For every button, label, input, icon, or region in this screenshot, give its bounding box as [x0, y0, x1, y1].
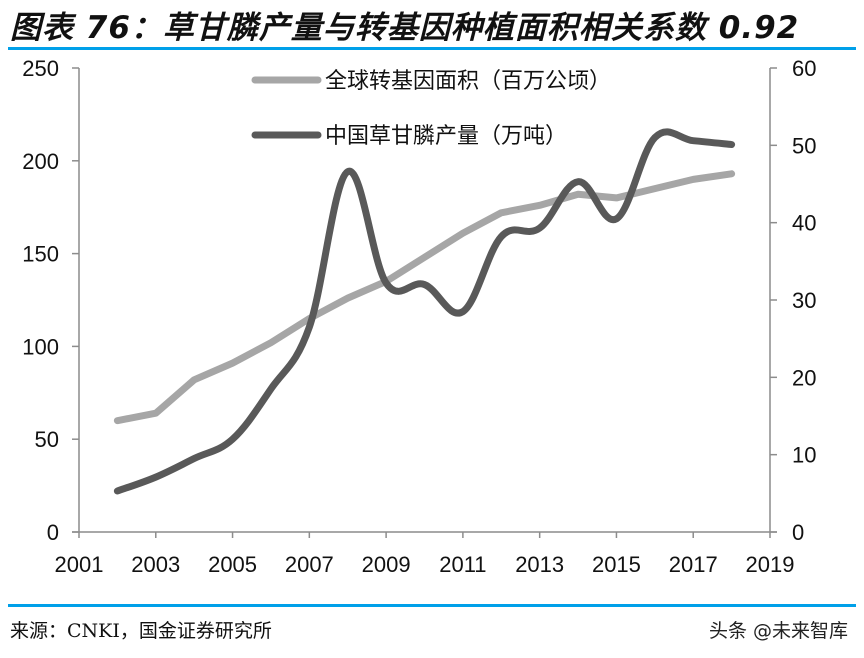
- right-tick-label: 50: [792, 133, 816, 158]
- series-lines: [113, 128, 736, 495]
- legend-label: 中国草甘膦产量（万吨）: [325, 124, 567, 149]
- right-tick-label: 40: [792, 211, 816, 236]
- left-tick-label: 200: [22, 149, 59, 174]
- right-tick-label: 30: [792, 288, 816, 313]
- x-tick-label: 2001: [55, 552, 104, 577]
- x-tick-label: 2011: [439, 552, 486, 577]
- x-tick-label: 2009: [362, 552, 411, 577]
- left-tick-label: 0: [47, 520, 59, 545]
- right-tick-label: 20: [792, 365, 816, 390]
- bottom-divider: [8, 604, 856, 607]
- x-tick-label: 2003: [131, 552, 180, 577]
- left-tick-label: 150: [22, 242, 59, 267]
- legend-label: 全球转基因面积（百万公顷）: [325, 69, 611, 94]
- x-tick-label: 2017: [669, 552, 718, 577]
- left-tick-label: 50: [35, 427, 59, 452]
- source-note: 来源：CNKI，国金证券研究所: [10, 620, 272, 642]
- left-tick-label: 250: [22, 56, 59, 81]
- top-divider: [8, 47, 856, 50]
- x-tick-label: 2019: [746, 552, 795, 577]
- x-tick-label: 2015: [592, 552, 641, 577]
- right-tick-label: 0: [792, 520, 804, 545]
- figure-title: 图表 76：草甘膦产量与转基因种植面积相关系数 0.92: [10, 10, 800, 46]
- dual-axis-line-chart: 0 50 100 150 200 250 0 10 20 30 40 50 60 2001 2003 2005…: [22, 56, 816, 577]
- right-tick-label: 60: [792, 56, 816, 81]
- right-tick-label: 10: [792, 443, 816, 468]
- x-tick-label: 2007: [285, 552, 334, 577]
- series-glyphosate-line: [113, 128, 736, 495]
- watermark: 头条 @未来智库: [708, 620, 848, 642]
- axes: 0 50 100 150 200 250 0 10 20 30 40 50 60 2001 2003 2005…: [22, 56, 816, 577]
- left-tick-label: 100: [22, 334, 59, 359]
- legend: 全球转基因面积（百万公顷） 中国草甘膦产量（万吨）: [251, 69, 611, 149]
- series-gm-area-line: [113, 170, 736, 425]
- x-tick-label: 2005: [208, 552, 257, 577]
- x-tick-label: 2013: [515, 552, 564, 577]
